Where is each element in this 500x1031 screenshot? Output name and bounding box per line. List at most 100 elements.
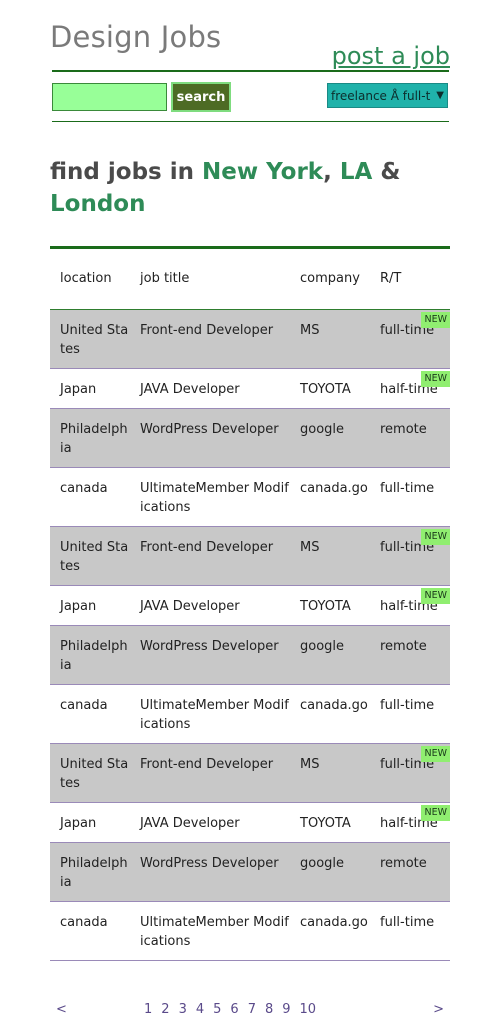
table-row[interactable]: canada UltimateMember Modifications canada… <box>50 467 450 526</box>
cell-job-title-text: WordPress Developer <box>140 855 279 871</box>
page-link[interactable]: 9 <box>282 1002 291 1017</box>
cell-company: TOYOTA <box>290 802 370 842</box>
table-row[interactable]: United States Front-end Developer MS full-t… <box>50 743 450 802</box>
cell-location-text: canada <box>60 914 108 930</box>
cell-location: Japan <box>50 368 130 408</box>
cell-rt: remote <box>370 625 450 684</box>
cell-rt-text: full-time <box>380 539 435 555</box>
cell-location: Philadelphia <box>50 842 130 901</box>
table-row[interactable]: canada UltimateMember Modifications canada… <box>50 901 450 960</box>
city-link-new-york[interactable]: New York <box>202 159 324 185</box>
search-divider <box>52 121 449 122</box>
cell-job-title-text: Front-end Developer <box>140 539 274 555</box>
table-top-divider <box>50 246 450 249</box>
page-link[interactable]: 8 <box>264 1002 274 1017</box>
new-badge: NEW <box>421 370 450 387</box>
prev-page-button[interactable]: < <box>56 1002 67 1017</box>
cell-company: canada.go <box>290 467 370 526</box>
page-headline: find jobs in New York, LA & London <box>50 156 450 220</box>
table-row[interactable]: Philadelphia WordPress Developer google rem… <box>50 625 450 684</box>
cell-rt: half-time NEW <box>370 585 450 625</box>
cell-company: TOYOTA <box>290 368 370 408</box>
page-link[interactable]: 7 <box>247 1002 256 1017</box>
page-link[interactable]: 5 <box>213 1002 222 1017</box>
page-link[interactable]: 2 <box>161 1002 170 1017</box>
cell-job-title: UltimateMember Modifications <box>130 684 290 743</box>
table-row[interactable]: Philadelphia WordPress Developer google rem… <box>50 408 450 467</box>
cell-rt-text: remote <box>380 855 427 871</box>
cell-company-text: canada.go <box>300 480 368 496</box>
cell-rt: remote <box>370 842 450 901</box>
table-row[interactable]: Japan JAVA Developer TOYOTA half-time NEW <box>50 368 450 408</box>
cell-company-text: MS <box>300 322 320 338</box>
cell-company: canada.go <box>290 684 370 743</box>
search-button[interactable]: search <box>171 82 231 112</box>
cell-job-title: Front-end Developer <box>130 743 290 802</box>
cell-company: google <box>290 842 370 901</box>
city-link-london[interactable]: London <box>50 191 146 217</box>
cell-job-title-text: UltimateMember Modifications <box>140 697 289 732</box>
page-link[interactable]: 6 <box>230 1002 239 1017</box>
cell-rt: full-time <box>370 467 450 526</box>
cell-rt-text: full-time <box>380 480 435 496</box>
cell-job-title-text: UltimateMember Modifications <box>140 480 289 515</box>
cell-company-text: google <box>300 421 345 437</box>
cell-job-title: WordPress Developer <box>130 625 290 684</box>
cell-location: Philadelphia <box>50 625 130 684</box>
city-link-la[interactable]: LA <box>339 159 373 185</box>
cell-rt-text: full-time <box>380 756 435 772</box>
cell-rt: full-time NEW <box>370 309 450 368</box>
table-row[interactable]: Japan JAVA Developer TOYOTA half-time NEW <box>50 585 450 625</box>
cell-job-title-text: WordPress Developer <box>140 638 279 654</box>
cell-company: MS <box>290 526 370 585</box>
new-badge: NEW <box>421 587 450 604</box>
cell-job-title: Front-end Developer <box>130 526 290 585</box>
page-link[interactable]: 3 <box>178 1002 187 1017</box>
cell-rt-text: full-time <box>380 697 435 713</box>
cell-job-title-text: UltimateMember Modifications <box>140 914 289 949</box>
headline-separator: , <box>323 159 340 185</box>
cell-location-text: canada <box>60 480 108 496</box>
cell-location: canada <box>50 901 130 960</box>
page-link[interactable]: 1 <box>144 1002 153 1017</box>
cell-location: United States <box>50 526 130 585</box>
table-row[interactable]: canada UltimateMember Modifications canada… <box>50 684 450 743</box>
cell-rt: half-time NEW <box>370 802 450 842</box>
table-row[interactable]: Japan JAVA Developer TOYOTA half-time NEW <box>50 802 450 842</box>
chevron-down-icon: ▼ <box>436 90 444 101</box>
cell-company-text: MS <box>300 756 320 772</box>
search-input[interactable] <box>52 83 167 111</box>
new-badge: NEW <box>421 745 450 762</box>
page-link[interactable]: 4 <box>195 1002 205 1017</box>
cell-company: MS <box>290 743 370 802</box>
site-title: Design Jobs <box>50 20 222 54</box>
cell-job-title: UltimateMember Modifications <box>130 467 290 526</box>
cell-company-text: MS <box>300 539 320 555</box>
table-row[interactable]: Philadelphia WordPress Developer google rem… <box>50 842 450 901</box>
cell-rt-text: remote <box>380 421 427 437</box>
cell-company: google <box>290 625 370 684</box>
cell-job-title: WordPress Developer <box>130 408 290 467</box>
next-page-button[interactable]: > <box>433 1002 444 1017</box>
cell-company: MS <box>290 309 370 368</box>
new-badge: NEW <box>421 804 450 821</box>
cell-job-title-text: JAVA Developer <box>140 381 240 397</box>
cell-job-title: Front-end Developer <box>130 309 290 368</box>
table-header-row: location job title company R/T <box>50 249 450 309</box>
table-row[interactable]: United States Front-end Developer MS full-t… <box>50 309 450 368</box>
post-job-link[interactable]: post a job <box>331 42 450 70</box>
job-type-selected-value: freelance Å full-t <box>331 88 431 103</box>
cell-job-title-text: Front-end Developer <box>140 756 274 772</box>
cell-job-title: JAVA Developer <box>130 585 290 625</box>
header-divider <box>52 70 449 72</box>
job-type-select[interactable]: freelance Å full-t ▼ <box>327 83 448 108</box>
column-header-job-title: job title <box>140 271 190 287</box>
cell-rt-text: full-time <box>380 322 435 338</box>
cell-location-text: Philadelphia <box>60 855 128 890</box>
page-link[interactable]: 10 <box>299 1002 317 1017</box>
pagination: < 1 2 3 4 5 6 7 8 9 10 > <box>50 1002 450 1022</box>
table-row[interactable]: United States Front-end Developer MS full-t… <box>50 526 450 585</box>
cell-location: Japan <box>50 585 130 625</box>
cell-rt: half-time NEW <box>370 368 450 408</box>
cell-rt: full-time <box>370 684 450 743</box>
